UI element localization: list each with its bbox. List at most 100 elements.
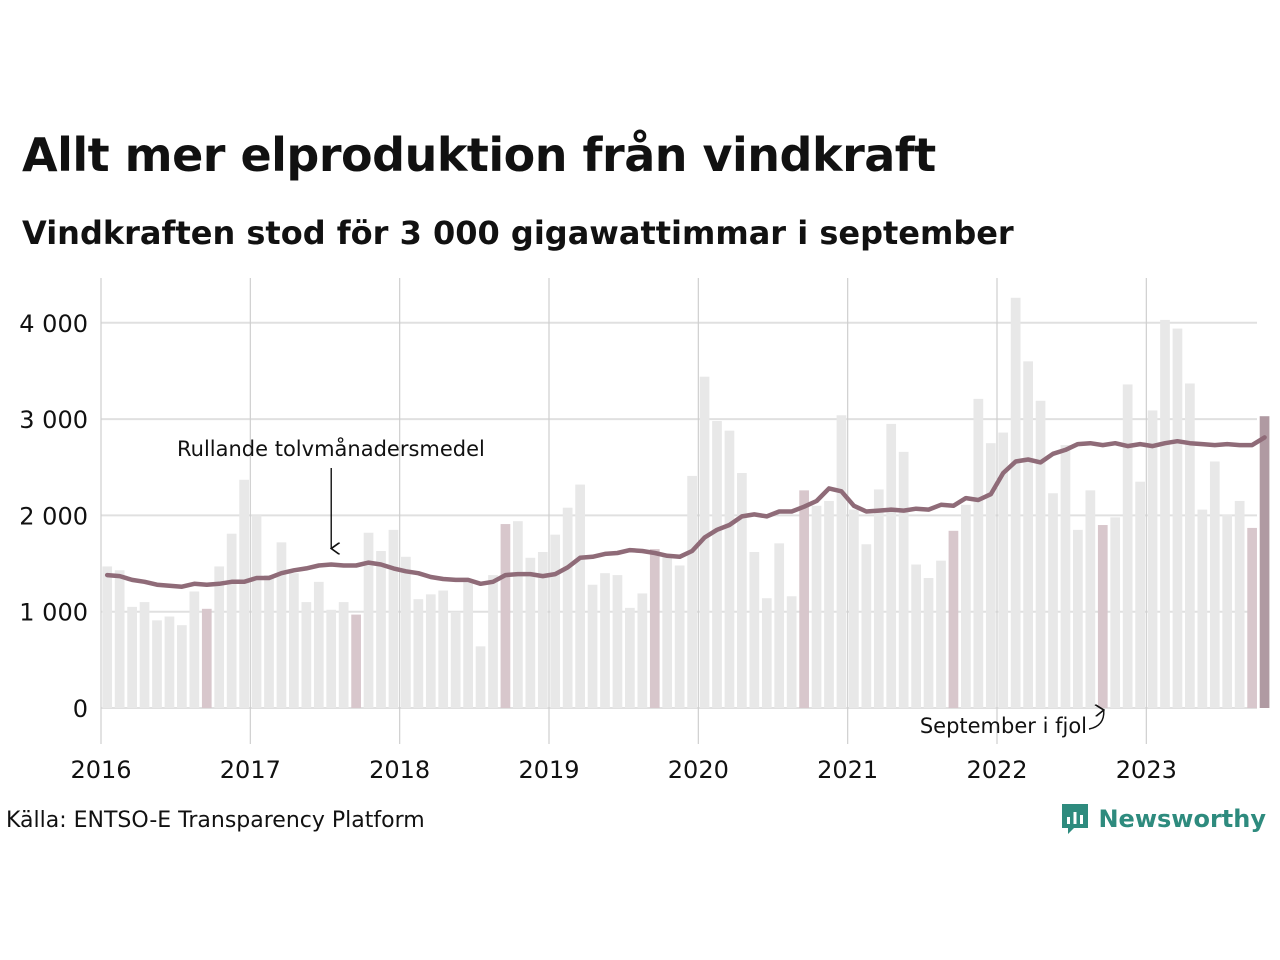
bar-2018-06: [463, 581, 473, 708]
bar-2023-06: [1209, 461, 1220, 708]
bar-2018-11: [525, 557, 536, 708]
bar-2017-06: [313, 581, 324, 708]
bar-series: [102, 297, 1270, 708]
bar-2016-07: [177, 625, 187, 708]
bar-2016-10: [214, 566, 225, 708]
bar-2019-06: [612, 575, 623, 708]
bar-2021-12: [985, 443, 996, 708]
bar-2023-07: [1222, 514, 1233, 708]
bar-2022-09: [1097, 525, 1108, 708]
chart-area: 0 1 000 2 000 3 000 4 000 2016 2017 2018 2019 202…: [19, 278, 1270, 784]
bar-2021-03: [873, 489, 884, 708]
bar-2021-05: [898, 451, 909, 708]
bar-2018-09: [500, 524, 511, 708]
x-tick-label: 2022: [966, 756, 1027, 784]
bar-2021-02: [861, 544, 872, 708]
rolling-mean-series: [104, 435, 1267, 589]
bar-2021-11: [973, 398, 984, 708]
bar-2018-10: [513, 521, 523, 708]
bar-2017-04: [289, 573, 299, 708]
bar-2018-03: [425, 594, 436, 708]
bar-2016-03: [127, 606, 137, 708]
bar-2018-08: [488, 575, 498, 708]
bar-2022-02: [1010, 297, 1021, 708]
bar-2020-02: [712, 421, 722, 708]
bar-2018-05: [450, 611, 461, 708]
bar-2017-12: [388, 529, 399, 708]
bar-2020-03: [724, 430, 735, 708]
bar-2022-06: [1060, 445, 1071, 708]
bar-2022-08: [1085, 490, 1096, 708]
bar-2018-02: [413, 599, 424, 708]
bar-2017-10: [363, 532, 374, 708]
bar-2016-12: [239, 479, 249, 708]
bar-2020-12: [836, 415, 847, 708]
rolling-mean-line: [104, 435, 1267, 589]
bar-2020-05: [749, 551, 760, 708]
bar-2017-07: [326, 609, 337, 708]
bar-2023-05: [1197, 509, 1208, 708]
bar-2022-12: [1135, 481, 1145, 708]
bar-chart-speech-bubble-icon: [1062, 804, 1089, 834]
bar-2019-07: [625, 607, 635, 708]
newsworthy-logo: Newsworthy: [1060, 802, 1266, 836]
bar-2018-07: [475, 646, 486, 708]
bar-2022-01: [998, 432, 1009, 708]
bar-2021-09: [948, 530, 959, 708]
bar-2020-06: [761, 598, 772, 708]
x-tick-label: 2017: [220, 756, 281, 784]
bar-2019-12: [687, 475, 697, 708]
bar-2016-09: [201, 608, 212, 708]
bar-2018-04: [438, 590, 449, 708]
bar-2020-07: [774, 543, 785, 708]
bar-2019-10: [662, 553, 673, 708]
brand-name: Newsworthy: [1098, 805, 1266, 833]
bar-2021-01: [849, 509, 859, 708]
bar-2021-06: [911, 564, 921, 708]
chart-subtitle: Vindkraften stod för 3 000 gigawattimmar…: [22, 214, 1014, 252]
bar-2016-06: [164, 616, 175, 708]
bar-2022-03: [1023, 361, 1033, 708]
x-tick-label: 2021: [817, 756, 878, 784]
bar-2019-05: [600, 573, 610, 708]
bar-2016-04: [139, 602, 150, 708]
bar-2017-09: [351, 614, 361, 708]
bar-2017-08: [338, 602, 349, 708]
bar-2019-01: [550, 534, 561, 708]
last-september-arrow: [1088, 710, 1104, 730]
bar-2022-10: [1110, 517, 1121, 708]
bar-2023-09: [1247, 527, 1257, 708]
bar-2023-03: [1172, 328, 1183, 708]
bar-2016-11: [226, 533, 237, 708]
bar-2018-12: [537, 551, 548, 708]
bar-2016-05: [152, 620, 162, 708]
last-september-annotation: September i fjol: [920, 714, 1087, 738]
bar-2020-01: [699, 376, 710, 708]
y-tick-label: 3 000: [19, 406, 88, 434]
x-tick-label: 2018: [369, 756, 430, 784]
source-note: Källa: ENTSO-E Transparency Platform: [6, 808, 425, 833]
bar-2023-01: [1147, 410, 1158, 708]
bar-2021-10: [961, 504, 971, 708]
rolling-mean-annotation: Rullande tolvmånadersmedel: [177, 436, 485, 461]
y-tick-label: 2 000: [19, 502, 88, 530]
x-tick-label: 2016: [70, 756, 131, 784]
x-tick-label: 2023: [1116, 756, 1177, 784]
bar-2021-07: [923, 577, 934, 708]
x-tick-label: 2019: [518, 756, 579, 784]
bar-2017-02: [264, 575, 274, 708]
x-tick-label: 2020: [668, 756, 729, 784]
bar-2022-04: [1035, 400, 1046, 708]
bar-2019-03: [575, 484, 585, 708]
bar-2017-01: [251, 515, 262, 708]
bar-2017-11: [376, 551, 386, 708]
y-tick-label: 4 000: [19, 310, 88, 338]
bar-2016-08: [189, 591, 200, 708]
bar-2022-07: [1073, 529, 1083, 708]
bar-2023-02: [1160, 319, 1170, 708]
bar-2016-01: [102, 566, 113, 708]
bar-2020-11: [824, 500, 834, 708]
bar-2017-05: [301, 602, 312, 708]
bar-2019-09: [649, 549, 660, 708]
chart-title: Allt mer elproduktion från vindkraft: [22, 128, 936, 182]
